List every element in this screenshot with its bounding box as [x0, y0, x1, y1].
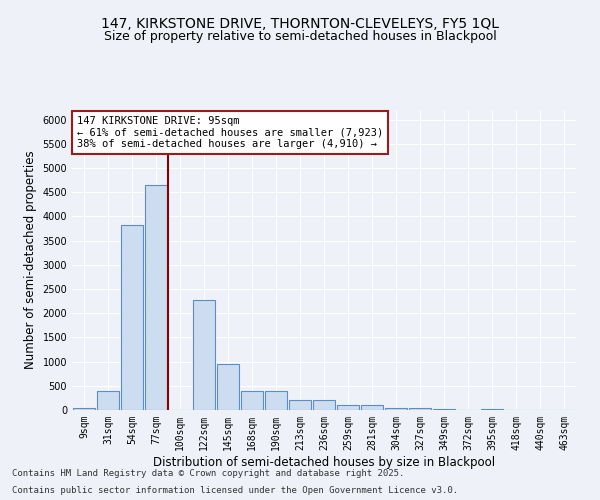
Bar: [73, 408, 95, 410]
Bar: [337, 405, 359, 410]
Bar: [289, 400, 311, 410]
Text: 147, KIRKSTONE DRIVE, THORNTON-CLEVELEYS, FY5 1QL: 147, KIRKSTONE DRIVE, THORNTON-CLEVELEYS…: [101, 18, 499, 32]
Bar: [385, 408, 407, 410]
Bar: [241, 391, 263, 410]
Bar: [433, 409, 455, 410]
Text: Contains HM Land Registry data © Crown copyright and database right 2025.: Contains HM Land Registry data © Crown c…: [12, 468, 404, 477]
Bar: [481, 409, 503, 410]
Bar: [361, 405, 383, 410]
Text: 147 KIRKSTONE DRIVE: 95sqm
← 61% of semi-detached houses are smaller (7,923)
38%: 147 KIRKSTONE DRIVE: 95sqm ← 61% of semi…: [77, 116, 383, 149]
Bar: [313, 400, 335, 410]
Bar: [409, 408, 431, 410]
Y-axis label: Number of semi-detached properties: Number of semi-detached properties: [24, 150, 37, 370]
Text: Size of property relative to semi-detached houses in Blackpool: Size of property relative to semi-detach…: [104, 30, 496, 43]
Text: Contains public sector information licensed under the Open Government Licence v3: Contains public sector information licen…: [12, 486, 458, 495]
X-axis label: Distribution of semi-detached houses by size in Blackpool: Distribution of semi-detached houses by …: [153, 456, 495, 468]
Bar: [265, 391, 287, 410]
Bar: [97, 390, 119, 410]
Bar: [217, 364, 239, 410]
Bar: [145, 185, 167, 410]
Bar: [193, 300, 215, 410]
Bar: [121, 225, 143, 410]
